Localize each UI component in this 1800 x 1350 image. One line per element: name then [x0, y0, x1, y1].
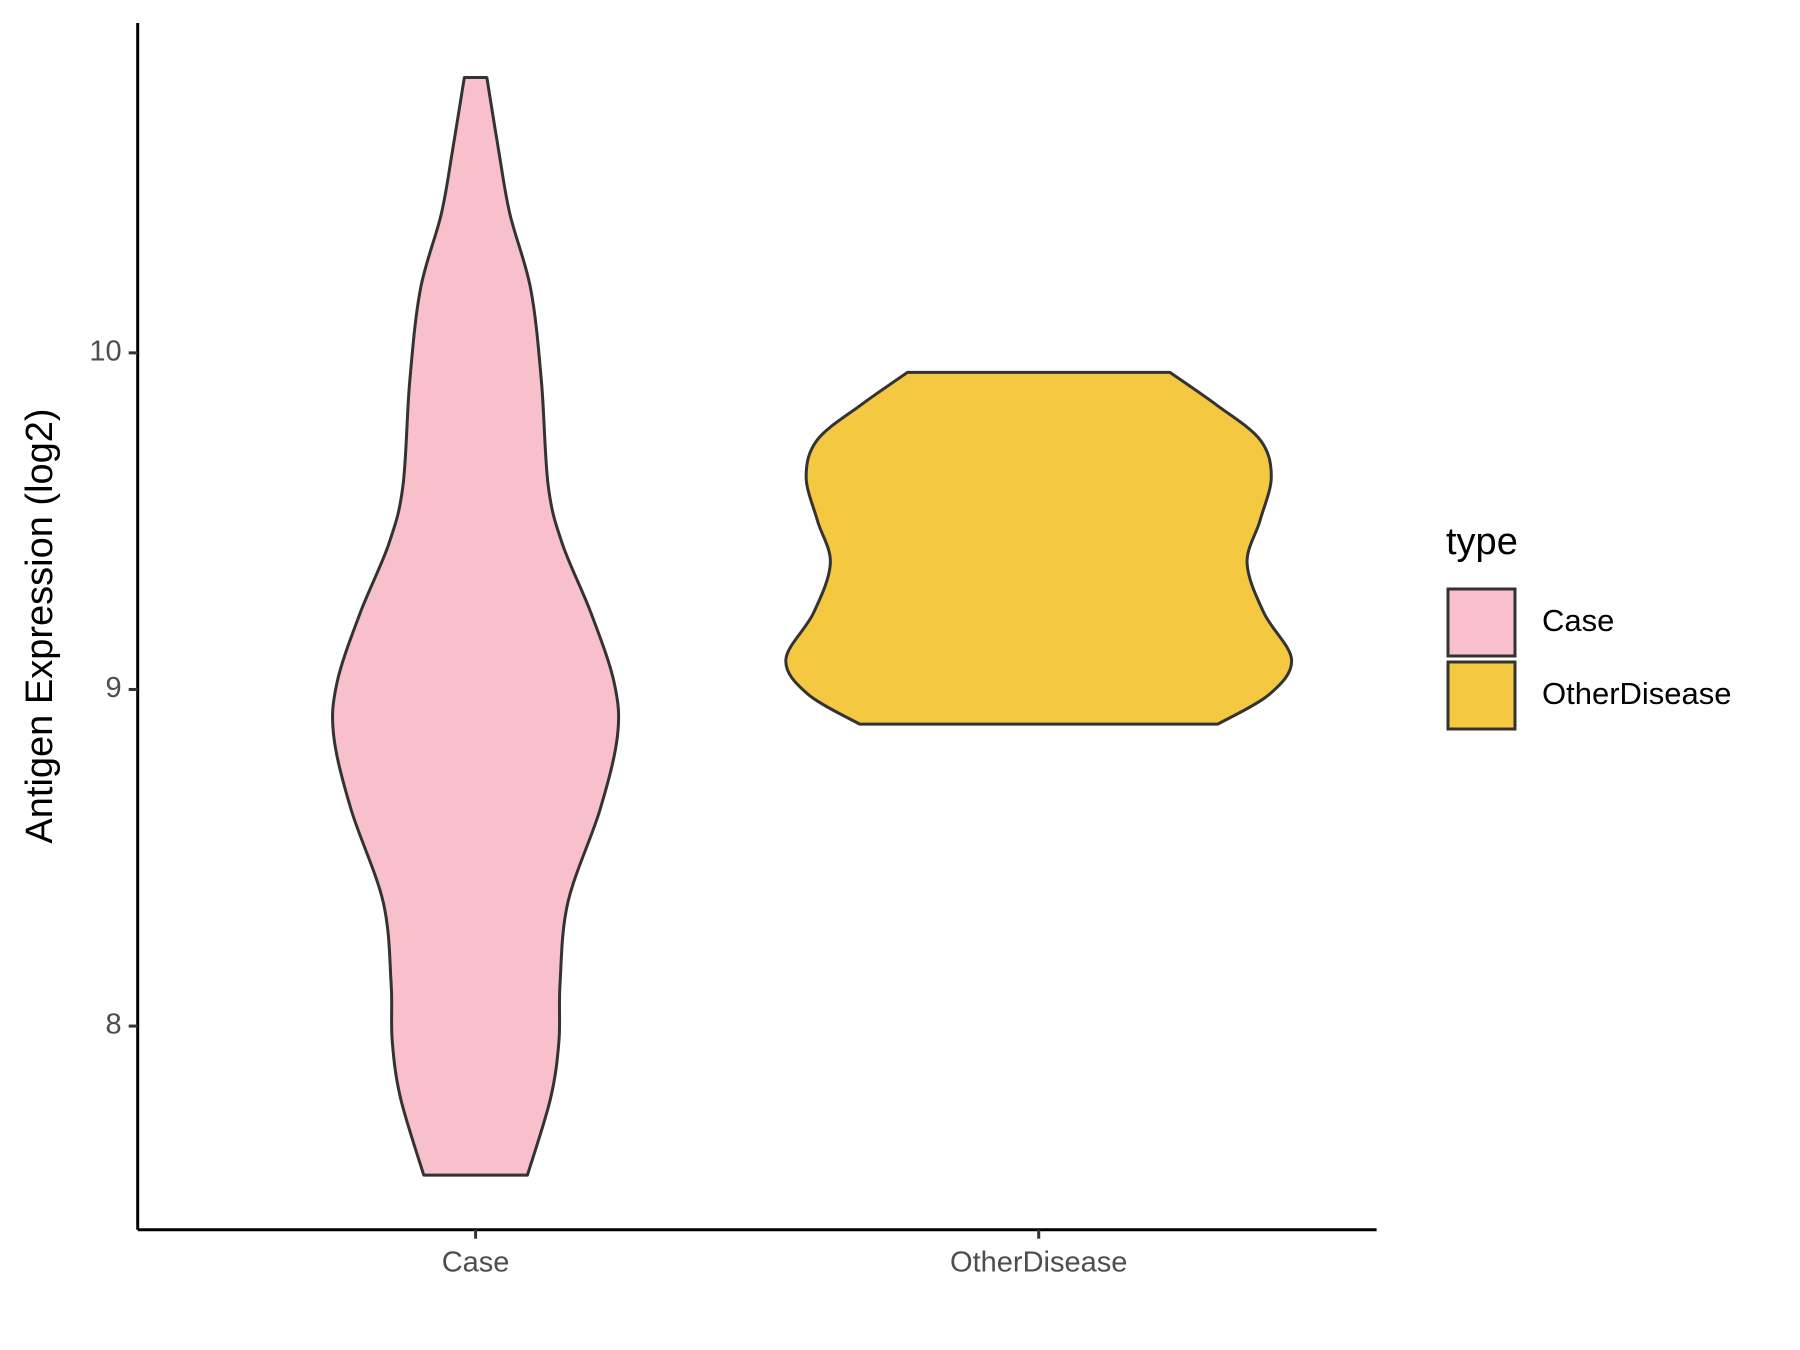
violin — [784, 370, 1294, 726]
legend-label: OtherDisease — [1542, 676, 1732, 711]
legend-label: Case — [1542, 603, 1614, 638]
y-tick-label: 8 — [106, 1009, 122, 1041]
x-tick-label: Case — [442, 1246, 510, 1278]
violin — [331, 76, 621, 1177]
y-axis-title: Antigen Expression (log2) — [19, 408, 61, 843]
y-tick-label: 10 — [89, 336, 121, 368]
legend-key — [1446, 660, 1517, 731]
x-tick-label: OtherDisease — [950, 1246, 1127, 1278]
y-tick-label: 9 — [106, 672, 122, 704]
legend-key — [1446, 587, 1517, 658]
legend-title: type — [1446, 521, 1518, 563]
